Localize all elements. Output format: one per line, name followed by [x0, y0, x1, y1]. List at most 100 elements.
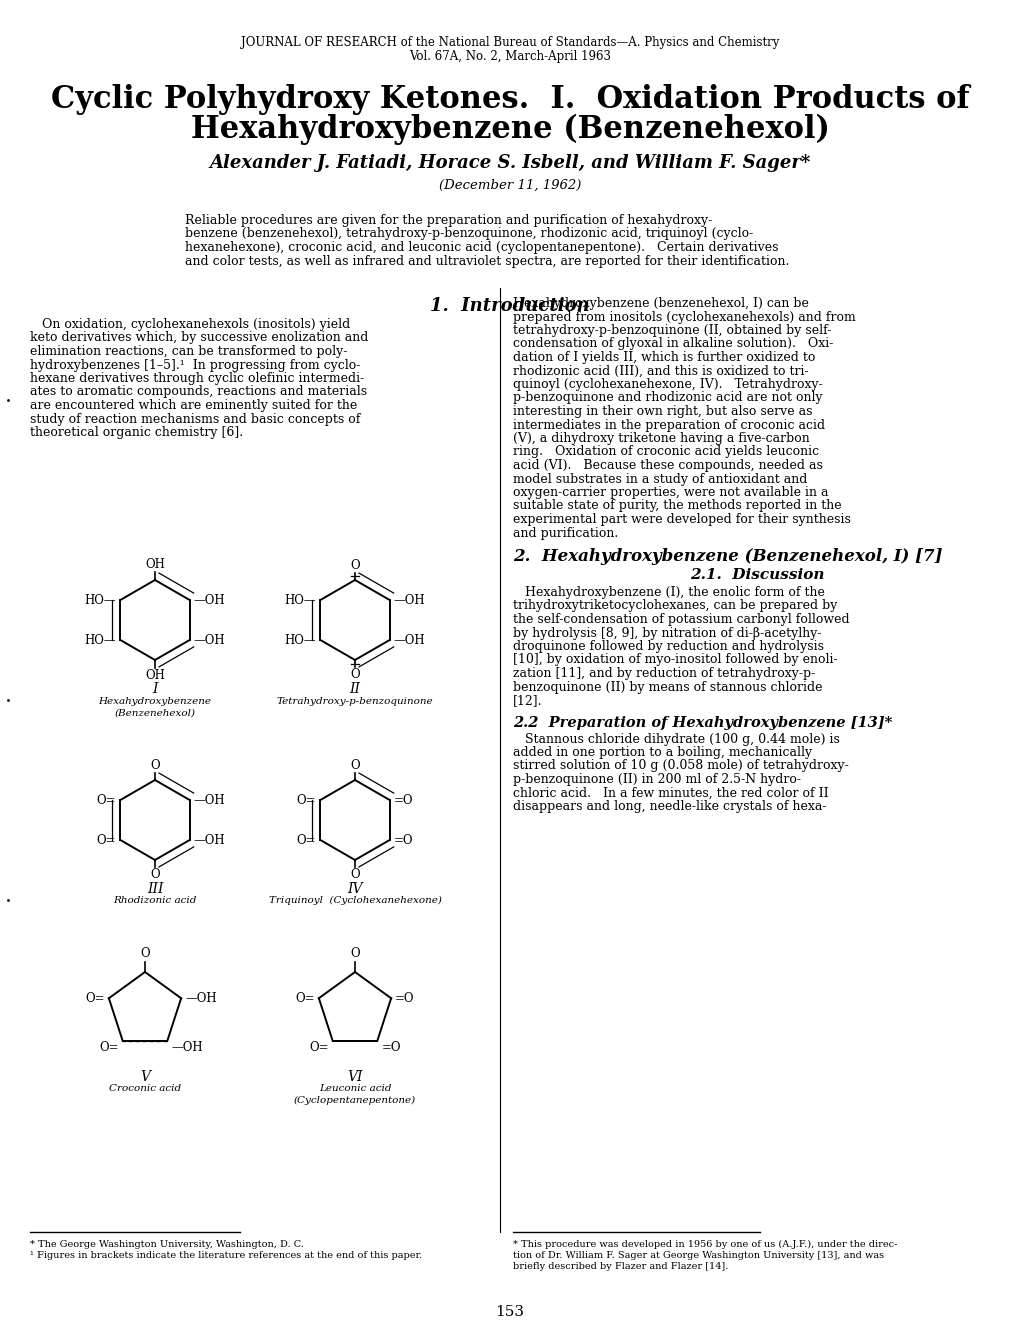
Text: Croconic acid: Croconic acid — [109, 1083, 181, 1093]
Text: keto derivatives which, by successive enolization and: keto derivatives which, by successive en… — [30, 331, 368, 345]
Text: the self-condensation of potassium carbonyl followed: the self-condensation of potassium carbo… — [513, 614, 849, 626]
Text: —OH: —OH — [185, 992, 217, 1005]
Text: are encountered which are eminently suited for the: are encountered which are eminently suit… — [30, 399, 357, 413]
Text: 1.  Introduction: 1. Introduction — [430, 297, 589, 315]
Text: Tetrahydroxy-p-benzoquinone: Tetrahydroxy-p-benzoquinone — [276, 697, 433, 705]
Text: Hexahydroxybenzene (Benzenehexol): Hexahydroxybenzene (Benzenehexol) — [191, 114, 828, 145]
Text: oxygen-carrier properties, were not available in a: oxygen-carrier properties, were not avai… — [513, 486, 827, 499]
Text: ates to aromatic compounds, reactions and materials: ates to aromatic compounds, reactions an… — [30, 386, 367, 398]
Text: JOURNAL OF RESEARCH of the National Bureau of Standards—A. Physics and Chemistry: JOURNAL OF RESEARCH of the National Bure… — [240, 36, 779, 49]
Text: Triquinoyl  (Cyclohexanehexone): Triquinoyl (Cyclohexanehexone) — [268, 896, 441, 905]
Text: experimental part were developed for their synthesis: experimental part were developed for the… — [513, 512, 850, 526]
Text: ring.   Oxidation of croconic acid yields leuconic: ring. Oxidation of croconic acid yields … — [513, 446, 818, 458]
Text: tion of Dr. William F. Sager at George Washington University [13], and was: tion of Dr. William F. Sager at George W… — [513, 1251, 883, 1260]
Text: by hydrolysis [8, 9], by nitration of di-β-acetylhy-: by hydrolysis [8, 9], by nitration of di… — [513, 627, 820, 639]
Text: hydroxybenzenes [1–5].¹  In progressing from cyclo-: hydroxybenzenes [1–5].¹ In progressing f… — [30, 358, 360, 371]
Text: Cyclic Polyhydroxy Ketones.  I.  Oxidation Products of: Cyclic Polyhydroxy Ketones. I. Oxidation… — [51, 84, 968, 114]
Text: =O: =O — [393, 833, 413, 847]
Text: OH: OH — [145, 558, 165, 571]
Text: O=: O= — [297, 793, 316, 807]
Text: (V), a dihydroxy triketone having a five-carbon: (V), a dihydroxy triketone having a five… — [513, 433, 809, 445]
Text: ¹ Figures in brackets indicate the literature references at the end of this pape: ¹ Figures in brackets indicate the liter… — [30, 1251, 422, 1260]
Text: 153: 153 — [495, 1304, 524, 1319]
Text: =O: =O — [394, 992, 415, 1005]
Text: O: O — [350, 668, 360, 681]
Text: disappears and long, needle-like crystals of hexa-: disappears and long, needle-like crystal… — [513, 800, 825, 813]
Text: p-benzoquinone (II) in 200 ml of 2.5-N hydro-: p-benzoquinone (II) in 200 ml of 2.5-N h… — [513, 773, 800, 787]
Text: prepared from inositols (cyclohexanehexols) and from: prepared from inositols (cyclohexanehexo… — [513, 310, 855, 323]
Text: hexanehexone), croconic acid, and leuconic acid (cyclopentanepentone).   Certain: hexanehexone), croconic acid, and leucon… — [184, 241, 777, 254]
Text: O: O — [350, 946, 360, 960]
Text: suitable state of purity, the methods reported in the: suitable state of purity, the methods re… — [513, 499, 841, 512]
Text: —OH: —OH — [393, 594, 425, 607]
Text: [10], by oxidation of myo-inositol followed by enoli-: [10], by oxidation of myo-inositol follo… — [513, 654, 837, 667]
Text: O=: O= — [99, 1041, 118, 1054]
Text: Vol. 67A, No. 2, March-April 1963: Vol. 67A, No. 2, March-April 1963 — [409, 51, 610, 63]
Text: O: O — [140, 946, 150, 960]
Text: condensation of glyoxal in alkaline solution).   Oxi-: condensation of glyoxal in alkaline solu… — [513, 338, 833, 350]
Text: benzoquinone (II) by means of stannous chloride: benzoquinone (II) by means of stannous c… — [513, 680, 821, 693]
Text: 2.  Hexahydroxybenzene (Benzenehexol, I) [7]: 2. Hexahydroxybenzene (Benzenehexol, I) … — [513, 548, 942, 564]
Text: droquinone followed by reduction and hydrolysis: droquinone followed by reduction and hyd… — [513, 640, 823, 654]
Text: O=: O= — [297, 833, 316, 847]
Text: =O: =O — [393, 793, 413, 807]
Text: IV: IV — [346, 882, 363, 896]
Text: trihydroxytriketocyclohexanes, can be prepared by: trihydroxytriketocyclohexanes, can be pr… — [513, 599, 837, 612]
Text: model substrates in a study of antioxidant and: model substrates in a study of antioxida… — [513, 473, 807, 486]
Text: interesting in their own right, but also serve as: interesting in their own right, but also… — [513, 405, 812, 418]
Text: Hexahydroxybenzene: Hexahydroxybenzene — [99, 697, 211, 705]
Text: On oxidation, cyclohexanehexols (inositols) yield: On oxidation, cyclohexanehexols (inosito… — [30, 318, 350, 331]
Text: (December 11, 1962): (December 11, 1962) — [438, 178, 581, 192]
Text: (Cyclopentanepentone): (Cyclopentanepentone) — [293, 1095, 416, 1105]
Text: HO—: HO— — [85, 594, 116, 607]
Text: —OH: —OH — [194, 594, 225, 607]
Text: O=: O= — [97, 793, 116, 807]
Text: study of reaction mechanisms and basic concepts of: study of reaction mechanisms and basic c… — [30, 413, 360, 426]
Text: Hexahydroxybenzene (I), the enolic form of the: Hexahydroxybenzene (I), the enolic form … — [513, 586, 824, 599]
Text: p-benzoquinone and rhodizonic acid are not only: p-benzoquinone and rhodizonic acid are n… — [513, 391, 821, 405]
Text: O: O — [350, 759, 360, 772]
Text: zation [11], and by reduction of tetrahydroxy-p-: zation [11], and by reduction of tetrahy… — [513, 667, 814, 680]
Text: V: V — [140, 1070, 150, 1083]
Text: stirred solution of 10 g (0.058 mole) of tetrahydroxy-: stirred solution of 10 g (0.058 mole) of… — [513, 760, 848, 772]
Text: O: O — [150, 868, 160, 881]
Text: HO—: HO— — [85, 634, 116, 647]
Text: —OH: —OH — [393, 634, 425, 647]
Text: O=: O= — [309, 1041, 328, 1054]
Text: 2.1.  Discussion: 2.1. Discussion — [689, 568, 823, 582]
Text: chloric acid.   In a few minutes, the red color of II: chloric acid. In a few minutes, the red … — [513, 787, 827, 800]
Text: HO—: HO— — [284, 594, 316, 607]
Text: and purification.: and purification. — [513, 527, 618, 539]
Text: tetrahydroxy-p-benzoquinone (II, obtained by self-: tetrahydroxy-p-benzoquinone (II, obtaine… — [513, 323, 830, 337]
Text: —OH: —OH — [194, 634, 225, 647]
Text: II: II — [350, 681, 360, 696]
Text: O=: O= — [296, 992, 315, 1005]
Text: —OH: —OH — [171, 1041, 203, 1054]
Text: VI: VI — [346, 1070, 363, 1083]
Text: Reliable procedures are given for the preparation and purification of hexahydrox: Reliable procedures are given for the pr… — [184, 214, 711, 228]
Text: HO—: HO— — [284, 634, 316, 647]
Text: hexane derivatives through cyclic olefinic intermedi-: hexane derivatives through cyclic olefin… — [30, 371, 364, 385]
Text: theoretical organic chemistry [6].: theoretical organic chemistry [6]. — [30, 426, 243, 439]
Text: Leuconic acid: Leuconic acid — [318, 1083, 391, 1093]
Text: Hexahydroxybenzene (benzenehexol, I) can be: Hexahydroxybenzene (benzenehexol, I) can… — [513, 297, 808, 310]
Text: O=: O= — [86, 992, 105, 1005]
Text: —OH: —OH — [194, 793, 225, 807]
Text: Alexander J. Fatiadi, Horace S. Isbell, and William F. Sager*: Alexander J. Fatiadi, Horace S. Isbell, … — [209, 154, 810, 172]
Text: intermediates in the preparation of croconic acid: intermediates in the preparation of croc… — [513, 418, 824, 431]
Text: and color tests, as well as infrared and ultraviolet spectra, are reported for t: and color tests, as well as infrared and… — [184, 254, 789, 268]
Text: elimination reactions, can be transformed to poly-: elimination reactions, can be transforme… — [30, 345, 347, 358]
Text: Rhodizonic acid: Rhodizonic acid — [113, 896, 197, 905]
Text: Stannous chloride dihydrate (100 g, 0.44 mole) is: Stannous chloride dihydrate (100 g, 0.44… — [513, 732, 839, 745]
Text: dation of I yields II, which is further oxidized to: dation of I yields II, which is further … — [513, 351, 814, 363]
Text: 2.2  Preparation of Hexahydroxybenzene [13]*: 2.2 Preparation of Hexahydroxybenzene [1… — [513, 716, 892, 729]
Text: (Benzenehexol): (Benzenehexol) — [114, 709, 196, 717]
Text: III: III — [147, 882, 163, 896]
Text: —OH: —OH — [194, 833, 225, 847]
Text: benzene (benzenehexol), tetrahydroxy-p-benzoquinone, rhodizonic acid, triquinoyl: benzene (benzenehexol), tetrahydroxy-p-b… — [184, 228, 752, 241]
Text: OH: OH — [145, 669, 165, 681]
Text: O=: O= — [97, 833, 116, 847]
Text: O: O — [350, 559, 360, 572]
Text: briefly described by Flazer and Flazer [14].: briefly described by Flazer and Flazer [… — [513, 1262, 728, 1271]
Text: =O: =O — [381, 1041, 400, 1054]
